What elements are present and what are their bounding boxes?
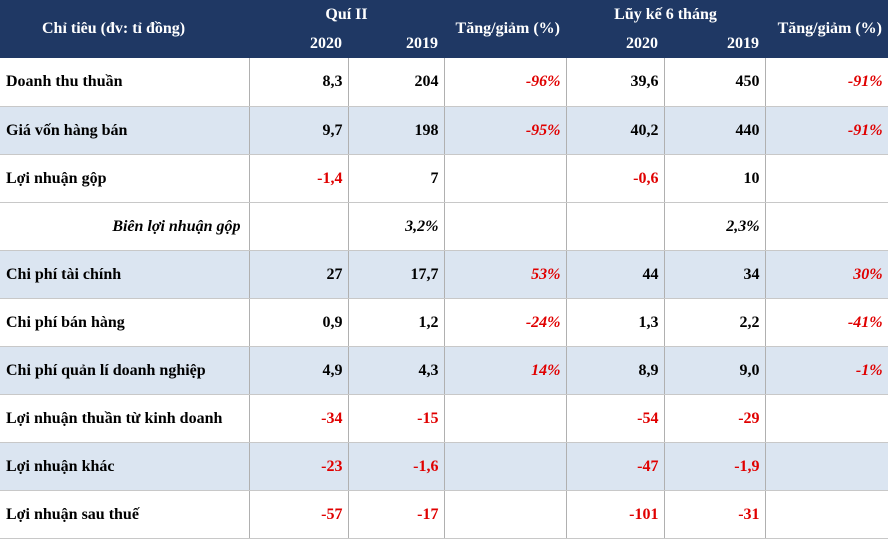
cell-q2-2020: 27 <box>249 250 349 299</box>
row-label: Giá vốn hàng bán <box>0 106 250 155</box>
table-header: Chỉ tiêu (đv: tỉ đồng) Quí II Tăng/giảm … <box>0 0 888 58</box>
table-row: Chi phí quản lí doanh nghiệp 4,9 4,3 14%… <box>0 346 888 395</box>
cell-ytd-change: -91% <box>765 106 888 155</box>
cell-ytd-2020: 39,6 <box>566 58 665 107</box>
cell-ytd-2019: 34 <box>664 250 766 299</box>
header-q2-2019: 2019 <box>348 29 444 58</box>
table-row: Lợi nhuận thuần từ kinh doanh -34 -15 -5… <box>0 394 888 443</box>
cell-q2-2019: 198 <box>348 106 445 155</box>
cell-ytd-2019: 440 <box>664 106 766 155</box>
cell-q2-change <box>444 442 567 491</box>
cell-q2-2019: 204 <box>348 58 445 107</box>
header-label: Chỉ tiêu (đv: tỉ đồng) <box>0 0 249 58</box>
row-label: Chi phí quản lí doanh nghiệp <box>0 346 250 395</box>
table-row: Chi phí tài chính 27 17,7 53% 44 34 30% <box>0 250 888 299</box>
header-ytd-2020: 2020 <box>566 29 664 58</box>
cell-ytd-2019: 9,0 <box>664 346 766 395</box>
header-q2-2020: 2020 <box>249 29 348 58</box>
cell-ytd-change <box>765 202 888 251</box>
cell-q2-change <box>444 394 567 443</box>
cell-q2-change <box>444 202 567 251</box>
cell-q2-2019: 17,7 <box>348 250 445 299</box>
cell-ytd-2019: -31 <box>664 490 766 539</box>
header-ytd-2019: 2019 <box>664 29 766 58</box>
cell-ytd-change: -91% <box>765 58 888 107</box>
cell-ytd-2020 <box>566 202 665 251</box>
cell-ytd-change: -41% <box>765 298 888 347</box>
table-body: Doanh thu thuần 8,3 204 -96% 39,6 450 -9… <box>0 58 888 539</box>
row-label: Lợi nhuận sau thuế <box>0 490 250 539</box>
table-row: Lợi nhuận sau thuế -57 -17 -101 -31 <box>0 490 888 539</box>
row-label: Lợi nhuận thuần từ kinh doanh <box>0 394 250 443</box>
row-label: Lợi nhuận gộp <box>0 154 250 203</box>
cell-ytd-change: 30% <box>765 250 888 299</box>
cell-ytd-2019: 2,2 <box>664 298 766 347</box>
cell-ytd-change <box>765 394 888 443</box>
cell-ytd-2020: -54 <box>566 394 665 443</box>
table-row: Lợi nhuận gộp -1,4 7 -0,6 10 <box>0 154 888 203</box>
table-row: Lợi nhuận khác -23 -1,6 -47 -1,9 <box>0 442 888 491</box>
cell-q2-2019: 7 <box>348 154 445 203</box>
header-ytd: Lũy kế 6 tháng <box>566 0 766 29</box>
cell-q2-2019: -1,6 <box>348 442 445 491</box>
row-label: Doanh thu thuần <box>0 58 250 107</box>
cell-q2-change <box>444 490 567 539</box>
cell-ytd-2020: 40,2 <box>566 106 665 155</box>
cell-ytd-2020: -0,6 <box>566 154 665 203</box>
cell-ytd-2020: 1,3 <box>566 298 665 347</box>
cell-q2-2020: 8,3 <box>249 58 349 107</box>
table-row: Giá vốn hàng bán 9,7 198 -95% 40,2 440 -… <box>0 106 888 155</box>
cell-q2-2020 <box>249 202 349 251</box>
table-row: Chi phí bán hàng 0,9 1,2 -24% 1,3 2,2 -4… <box>0 298 888 347</box>
header-ytd-change: Tăng/giảm (%) <box>765 0 888 58</box>
table-row: Biên lợi nhuận gộp 3,2% 2,3% <box>0 202 888 251</box>
cell-q2-2019: 4,3 <box>348 346 445 395</box>
table-row: Doanh thu thuần 8,3 204 -96% 39,6 450 -9… <box>0 58 888 107</box>
cell-q2-2020: 9,7 <box>249 106 349 155</box>
cell-q2-2019: 1,2 <box>348 298 445 347</box>
header-q2: Quí II <box>249 0 444 29</box>
cell-q2-2020: -1,4 <box>249 154 349 203</box>
cell-ytd-change <box>765 154 888 203</box>
cell-q2-2020: -34 <box>249 394 349 443</box>
cell-ytd-2019: 450 <box>664 58 766 107</box>
cell-q2-change: 14% <box>444 346 567 395</box>
cell-q2-change: 53% <box>444 250 567 299</box>
cell-ytd-2020: 8,9 <box>566 346 665 395</box>
cell-ytd-2019: -29 <box>664 394 766 443</box>
cell-q2-2019: 3,2% <box>348 202 445 251</box>
row-label: Lợi nhuận khác <box>0 442 250 491</box>
row-label: Chi phí tài chính <box>0 250 250 299</box>
cell-q2-change: -95% <box>444 106 567 155</box>
row-label: Chi phí bán hàng <box>0 298 250 347</box>
cell-ytd-change: -1% <box>765 346 888 395</box>
cell-q2-2020: 4,9 <box>249 346 349 395</box>
cell-ytd-2020: 44 <box>566 250 665 299</box>
cell-ytd-change <box>765 442 888 491</box>
row-label: Biên lợi nhuận gộp <box>0 202 250 251</box>
cell-q2-2019: -17 <box>348 490 445 539</box>
cell-q2-change <box>444 154 567 203</box>
header-q2-change: Tăng/giảm (%) <box>444 0 566 58</box>
cell-q2-2020: -23 <box>249 442 349 491</box>
cell-ytd-2019: 10 <box>664 154 766 203</box>
cell-ytd-2020: -101 <box>566 490 665 539</box>
cell-q2-2019: -15 <box>348 394 445 443</box>
cell-q2-change: -96% <box>444 58 567 107</box>
cell-q2-2020: -57 <box>249 490 349 539</box>
cell-ytd-change <box>765 490 888 539</box>
cell-q2-2020: 0,9 <box>249 298 349 347</box>
cell-ytd-2019: 2,3% <box>664 202 766 251</box>
cell-q2-change: -24% <box>444 298 567 347</box>
cell-ytd-2020: -47 <box>566 442 665 491</box>
cell-ytd-2019: -1,9 <box>664 442 766 491</box>
